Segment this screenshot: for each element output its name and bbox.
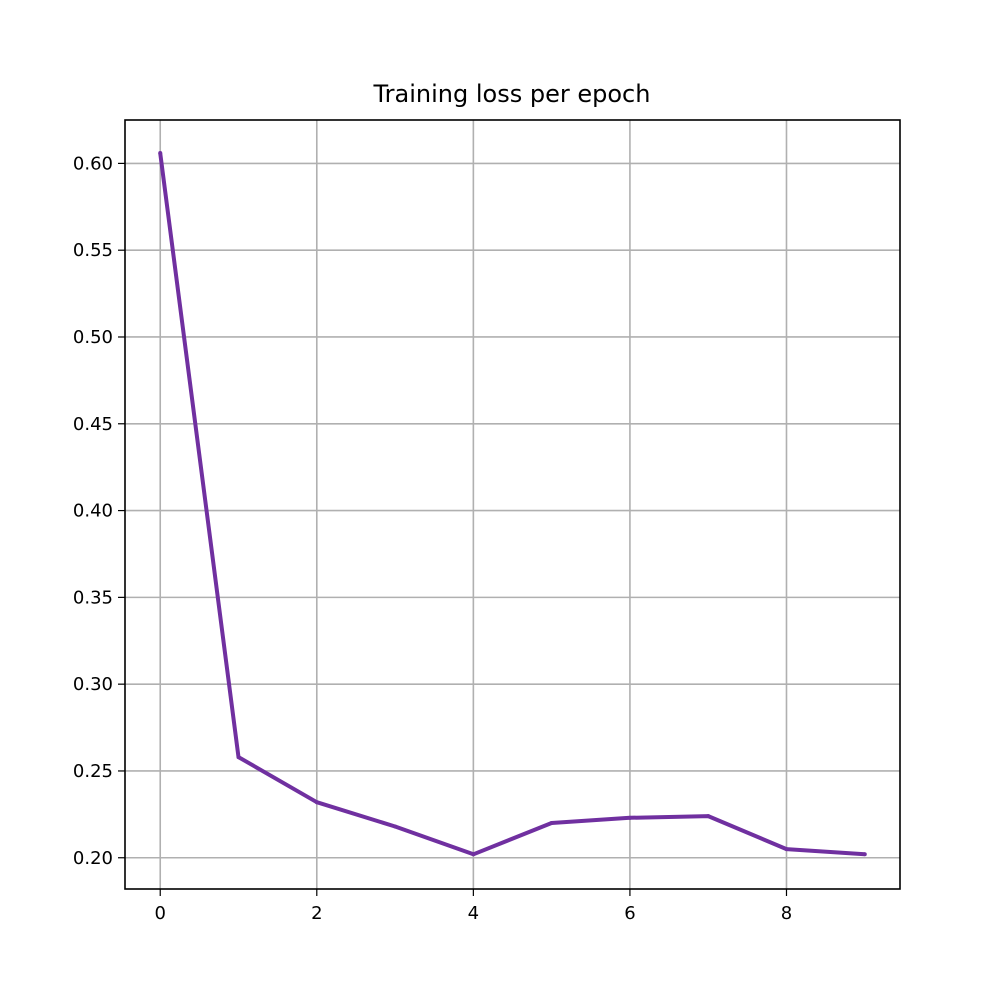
x-tick-label: 8 <box>781 903 792 924</box>
data-point <box>627 815 632 820</box>
data-point <box>471 852 476 857</box>
y-tick-label: 0.20 <box>73 848 113 869</box>
series-layer <box>158 150 867 857</box>
y-tick-label: 0.45 <box>73 414 113 435</box>
x-tick-label: 2 <box>311 903 322 924</box>
data-point <box>784 847 789 852</box>
x-tick-label: 6 <box>624 903 635 924</box>
data-point <box>706 814 711 819</box>
x-tick-label: 0 <box>155 903 166 924</box>
y-tick-label: 0.60 <box>73 153 113 174</box>
data-point <box>862 852 867 857</box>
data-point <box>158 150 163 155</box>
data-point <box>314 800 319 805</box>
data-point <box>549 821 554 826</box>
chart-title: Training loss per epoch <box>373 80 651 108</box>
data-point <box>236 755 241 760</box>
x-tick-label: 4 <box>468 903 479 924</box>
y-axis-ticks: 0.20 0.25 0.30 0.35 0.40 0.45 0.50 0.55 0.60 <box>73 153 125 869</box>
series-line <box>158 152 865 857</box>
y-tick-label: 0.55 <box>73 240 113 261</box>
y-tick-label: 0.35 <box>73 587 113 608</box>
data-point <box>393 824 398 829</box>
plot-frame <box>124 119 901 890</box>
y-tick-label: 0.50 <box>73 327 113 348</box>
y-tick-label: 0.40 <box>73 501 113 522</box>
y-tick-label: 0.25 <box>73 761 113 782</box>
grid-lines <box>125 120 900 889</box>
x-axis-ticks: 0 2 4 6 8 <box>155 889 792 924</box>
y-tick-label: 0.30 <box>73 674 113 695</box>
